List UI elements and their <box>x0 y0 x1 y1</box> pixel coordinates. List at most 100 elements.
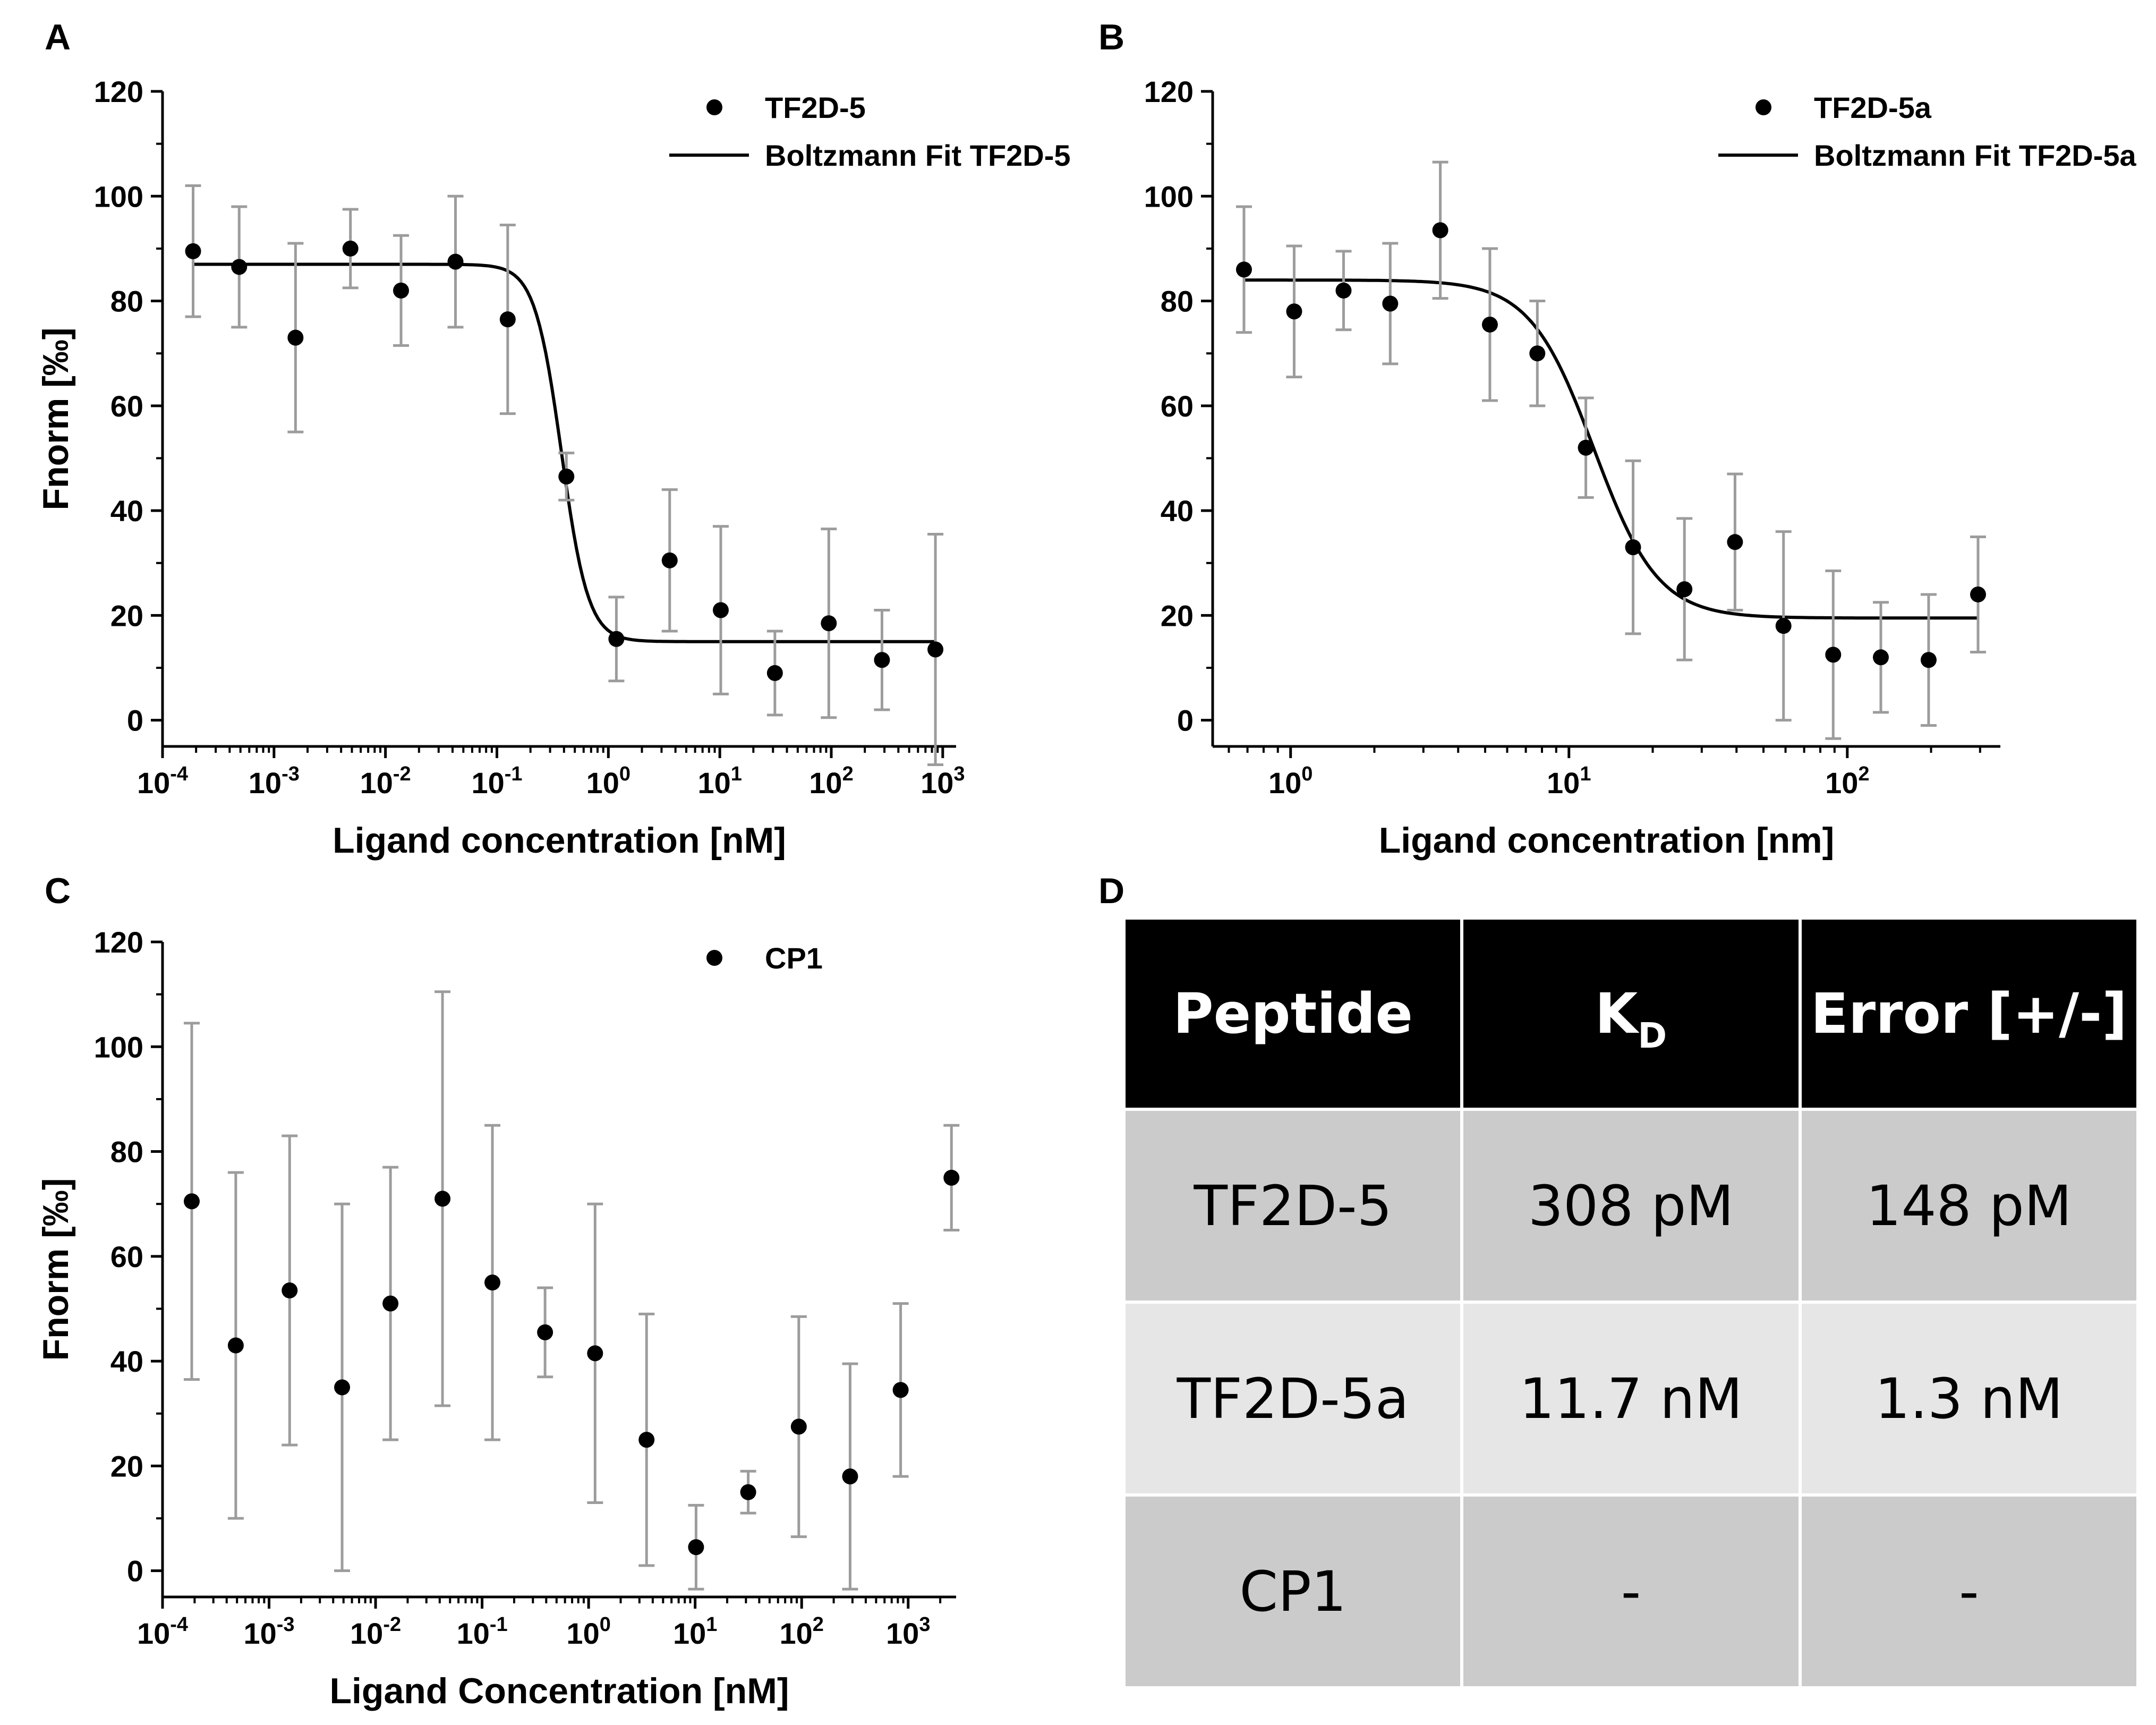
panel-letter: B <box>1098 17 1124 57</box>
y-tick-label: 60 <box>110 1240 143 1273</box>
x-tick-exponent: 2 <box>842 763 854 785</box>
x-tick-exponent: 1 <box>1580 763 1591 785</box>
y-tick-label: 60 <box>110 389 143 423</box>
y-tick-label: 120 <box>1144 75 1194 108</box>
x-tick-label: 100 <box>586 763 630 800</box>
x-tick-exponent: 0 <box>1301 763 1313 785</box>
cell-peptide: CP1 <box>1122 1493 1464 1689</box>
x-tick-exponent: 3 <box>919 1613 930 1636</box>
x-tick-label: 100 <box>1268 763 1313 800</box>
x-tick-exponent: 2 <box>1858 763 1869 785</box>
data-point <box>334 1379 351 1396</box>
y-tick-label: 40 <box>110 494 143 528</box>
x-tick-base: 10 <box>921 766 953 800</box>
x-tick-label: 10-2 <box>350 1613 401 1650</box>
data-point <box>638 1432 655 1448</box>
x-tick-label: 10-2 <box>360 763 411 800</box>
y-axis-label: Fnorm [‰] <box>36 328 76 511</box>
data-point <box>661 552 678 568</box>
legend-marker <box>706 950 722 966</box>
x-tick-base: 10 <box>137 1617 170 1650</box>
x-tick-base: 10 <box>249 766 282 800</box>
x-tick-base: 10 <box>697 766 730 800</box>
y-tick-label: 0 <box>1177 704 1194 737</box>
cell-kd: - <box>1460 1493 1802 1689</box>
y-axis-label: Fnorm [‰] <box>36 328 76 511</box>
y-tick-label: 100 <box>1144 180 1194 213</box>
x-axis-label: Ligand concentration [nM] <box>333 820 786 861</box>
x-tick-base: 10 <box>1825 766 1858 800</box>
data-point <box>1825 647 1842 663</box>
header-kd-main: K <box>1595 981 1638 1046</box>
data-point <box>185 243 201 259</box>
data-point <box>1727 534 1743 550</box>
y-tick-label: 40 <box>110 1345 143 1378</box>
cell-kd: 308 pM <box>1460 1108 1802 1304</box>
y-tick-label: 80 <box>1161 285 1194 318</box>
data-point <box>821 615 837 632</box>
cell-peptide: TF2D-5 <box>1122 1108 1464 1304</box>
y-tick-label: 20 <box>110 1449 143 1483</box>
data-point <box>484 1274 501 1291</box>
x-tick-label: 10-3 <box>243 1613 294 1650</box>
kd-table-container: Peptide KD Error [+/-] TF2D-5 308 pM 148… <box>1122 916 2140 1689</box>
data-point <box>434 1191 451 1207</box>
table-header-row: Peptide KD Error [+/-] <box>1122 916 2140 1111</box>
fit-curve <box>1243 278 1979 620</box>
x-tick-base: 10 <box>586 766 619 800</box>
y-tick-label: 100 <box>94 180 143 213</box>
x-tick-label: 103 <box>886 1613 930 1650</box>
header-kd: KD <box>1460 916 1802 1111</box>
data-point <box>688 1539 704 1556</box>
x-tick-exponent: 1 <box>706 1613 717 1636</box>
data-point <box>499 311 516 328</box>
y-tick-label: 60 <box>1161 389 1194 423</box>
table-row: TF2D-5a 11.7 nM 1.3 nM <box>1122 1301 2140 1497</box>
x-tick-label: 102 <box>809 763 853 800</box>
y-tick-label: 80 <box>110 1135 143 1169</box>
data-point <box>927 641 944 658</box>
y-axis-label: Fnorm [‰] <box>36 1178 76 1361</box>
x-tick-base: 10 <box>886 1617 919 1650</box>
data-point <box>1382 295 1399 312</box>
x-tick-base: 10 <box>243 1617 276 1650</box>
data-point <box>1235 261 1252 278</box>
x-tick-base: 10 <box>673 1617 706 1650</box>
data-point <box>382 1295 399 1312</box>
x-tick-exponent: 2 <box>813 1613 824 1636</box>
x-tick-base: 10 <box>780 1617 813 1650</box>
data-point <box>712 602 729 618</box>
x-tick-exponent: 3 <box>953 763 965 785</box>
y-tick-label: 80 <box>110 285 143 318</box>
y-tick-label: 40 <box>1161 494 1194 528</box>
data-point <box>282 1282 298 1298</box>
header-peptide: Peptide <box>1122 916 1464 1111</box>
x-tick-exponent: -1 <box>505 763 523 785</box>
cell-error: 1.3 nM <box>1798 1301 2140 1497</box>
data-point <box>587 1345 603 1362</box>
cell-kd: 11.7 nM <box>1460 1301 1802 1497</box>
x-tick-label: 103 <box>921 763 965 800</box>
legend-marker <box>706 99 722 115</box>
x-axis-label: Ligand concentration [nm] <box>1379 820 1835 861</box>
data-point <box>943 1169 960 1186</box>
table-row: CP1 - - <box>1122 1493 2140 1689</box>
y-tick-label: 20 <box>110 599 143 632</box>
data-point <box>1775 618 1792 634</box>
y-tick-label: 120 <box>94 75 143 108</box>
data-point <box>740 1484 756 1500</box>
legend-label: Boltzmann Fit TF2D-5a <box>1814 139 2137 172</box>
data-point <box>1625 539 1641 556</box>
data-point <box>842 1468 858 1485</box>
x-tick-label: 102 <box>1825 763 1869 800</box>
legend-label: TF2D-5a <box>1814 91 1932 124</box>
legend-label: CP1 <box>765 941 823 975</box>
x-tick-exponent: -2 <box>393 763 411 785</box>
header-error: Error [+/-] <box>1798 916 2140 1111</box>
kd-table: Peptide KD Error [+/-] TF2D-5 308 pM 148… <box>1122 916 2140 1689</box>
y-tick-label: 20 <box>1161 599 1194 632</box>
data-point <box>447 253 464 270</box>
panel-letter: A <box>45 17 71 57</box>
cell-peptide: TF2D-5a <box>1122 1301 1464 1497</box>
